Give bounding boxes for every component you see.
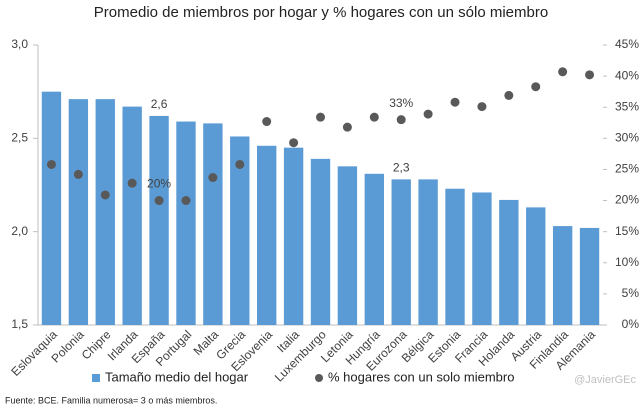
bar — [122, 106, 142, 325]
bar-value-label: 2,6 — [151, 97, 168, 111]
bar-value-label: 2,3 — [393, 161, 410, 175]
source-note: Fuente: BCE. Familia numerosa= 3 o más m… — [5, 395, 217, 405]
legend-swatch — [315, 374, 323, 382]
dot — [73, 169, 83, 179]
dot — [262, 117, 272, 127]
dot — [208, 173, 218, 183]
dot — [585, 70, 595, 80]
bar — [149, 115, 169, 325]
bar — [391, 179, 411, 325]
bar — [203, 123, 223, 326]
y2-tick-label: 0% — [622, 317, 640, 331]
bar — [95, 99, 115, 325]
y2-tick-label: 35% — [615, 99, 639, 113]
dot — [235, 159, 245, 169]
dot — [316, 112, 325, 122]
y2-tick-label: 10% — [615, 255, 639, 269]
dot — [531, 82, 541, 92]
credit: @JavierGEc — [574, 374, 636, 386]
bar — [176, 121, 196, 326]
dot-value-label: 20% — [147, 177, 171, 191]
bar — [310, 158, 331, 325]
bar — [445, 188, 465, 325]
legend-label: Tamaño medio del hogar — [105, 369, 249, 384]
legend-label: % hogares con un solo miembro — [328, 369, 514, 384]
y2-tick-label: 5% — [622, 286, 640, 300]
bar — [41, 91, 62, 326]
y-tick-label: 2,5 — [11, 131, 28, 145]
y2-tick-label: 15% — [615, 224, 639, 238]
y-tick-label: 2,0 — [11, 224, 28, 238]
bar — [68, 99, 89, 325]
dot — [558, 67, 568, 77]
dot — [100, 190, 110, 200]
bar — [552, 226, 573, 325]
bar — [364, 173, 384, 325]
bar — [257, 145, 277, 325]
dot — [369, 112, 379, 122]
y2-tick-label: 45% — [615, 37, 639, 51]
bar — [230, 136, 250, 325]
dot — [154, 196, 164, 206]
y2-tick-label: 25% — [615, 162, 639, 176]
dot — [181, 196, 191, 206]
y-tick-label: 3,0 — [11, 37, 28, 51]
dot — [504, 90, 514, 100]
y2-tick-label: 30% — [615, 131, 639, 145]
dot — [46, 159, 56, 169]
y-tick-label: 1,5 — [11, 317, 28, 331]
bar — [499, 199, 519, 325]
bar — [472, 192, 492, 325]
dot — [342, 122, 352, 132]
bar — [579, 227, 600, 325]
y2-tick-label: 40% — [615, 68, 639, 82]
y2-tick-label: 20% — [615, 193, 639, 207]
dot — [127, 178, 137, 188]
bar — [337, 166, 358, 325]
bar — [418, 179, 438, 325]
legend-swatch — [92, 374, 100, 382]
dot — [289, 138, 299, 148]
chart-title: Promedio de miembros por hogar y % hogar… — [94, 4, 548, 21]
dot — [423, 109, 433, 119]
dot — [477, 102, 487, 112]
dot — [450, 97, 460, 107]
bar — [283, 147, 304, 325]
bar — [526, 207, 546, 325]
dot-value-label: 33% — [389, 96, 413, 110]
dot — [396, 115, 406, 125]
